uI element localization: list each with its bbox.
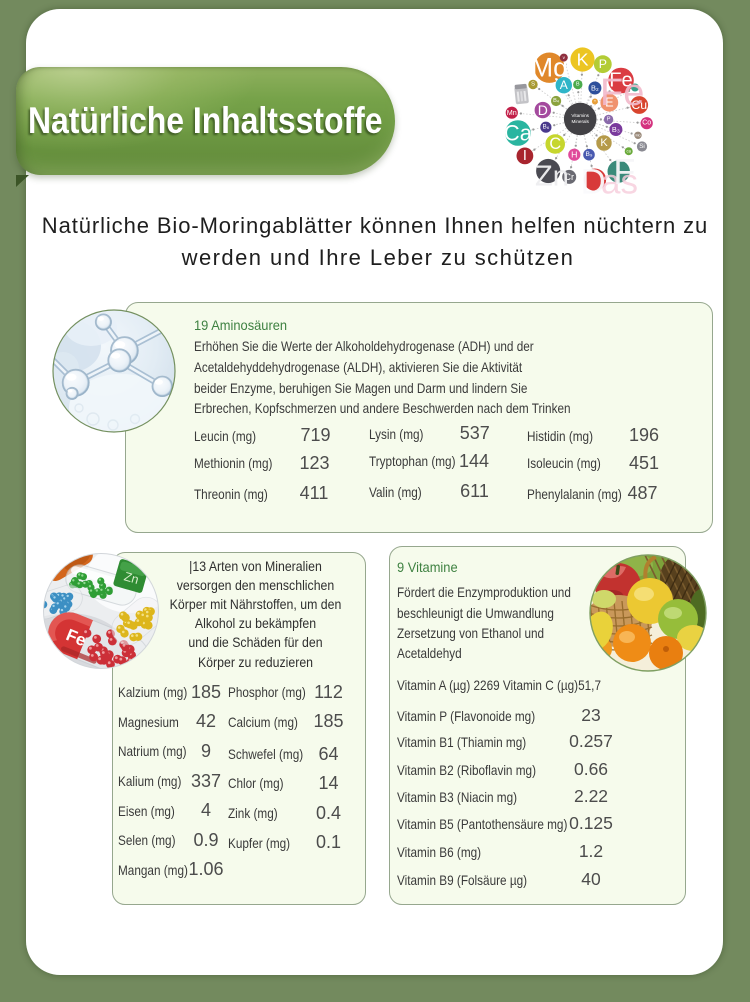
svg-text:Si: Si <box>639 143 645 150</box>
svg-text:Zn: Zn <box>122 569 140 586</box>
svg-text:w: w <box>594 101 596 103</box>
svg-text:B₆: B₆ <box>542 124 549 131</box>
svg-text:v: v <box>563 55 566 60</box>
svg-text:ca: ca <box>626 149 631 154</box>
svg-text:F: F <box>613 151 635 192</box>
svg-text:P: P <box>599 57 607 71</box>
svg-text:Vitamins: Vitamins <box>571 113 589 118</box>
svg-text:I: I <box>523 148 527 164</box>
svg-text:B₉: B₉ <box>585 151 592 158</box>
svg-text:Minerals: Minerals <box>572 119 590 124</box>
svg-text:B₃: B₃ <box>612 125 620 134</box>
svg-text:B₂: B₂ <box>591 84 599 93</box>
svg-text:Zn: Zn <box>535 160 569 192</box>
svg-text:B: B <box>576 82 580 88</box>
svg-text:Mo: Mo <box>635 133 640 137</box>
svg-text:E: E <box>605 96 613 110</box>
svg-text:H: H <box>571 150 577 160</box>
svg-text:K: K <box>577 50 589 70</box>
svg-text:Co: Co <box>642 120 651 127</box>
svg-text:D: D <box>581 162 606 200</box>
svg-text:A: A <box>560 78 569 92</box>
svg-text:Cu: Cu <box>631 98 647 112</box>
svg-text:S: S <box>531 82 535 88</box>
svg-text:Fe: Fe <box>600 72 644 114</box>
svg-text:Mn: Mn <box>507 108 517 117</box>
svg-text:Cr: Cr <box>564 172 574 182</box>
svg-text:P: P <box>607 117 611 123</box>
svg-text:B₄: B₄ <box>553 98 560 104</box>
svg-text:Ca: Ca <box>504 121 533 146</box>
svg-text:C: C <box>549 135 561 153</box>
svg-text:D: D <box>538 102 548 118</box>
svg-text:as: as <box>601 162 638 200</box>
svg-text:K: K <box>600 137 608 149</box>
svg-text:Fe: Fe <box>609 70 632 92</box>
